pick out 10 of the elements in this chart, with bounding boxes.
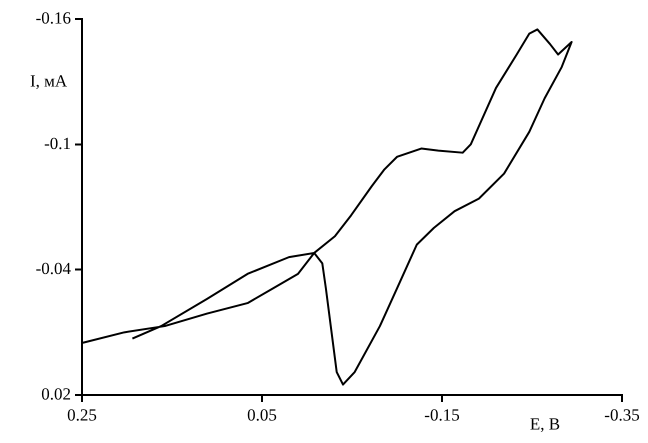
x-tick-label: 0.05 (247, 406, 277, 425)
y-axis-title: I, мА (30, 71, 68, 90)
x-axis-title: E, B (530, 414, 560, 434)
y-tick-label: -0.16 (36, 8, 71, 28)
y-tick-label: -0.04 (36, 259, 72, 278)
y-tick-label: 0.02 (41, 384, 71, 404)
y-tick-label: -0.1 (44, 134, 71, 153)
x-tick-label: -0.35 (604, 406, 640, 425)
x-tick-label: -0.15 (424, 406, 460, 425)
x-tick-label: 0.25 (67, 406, 97, 425)
